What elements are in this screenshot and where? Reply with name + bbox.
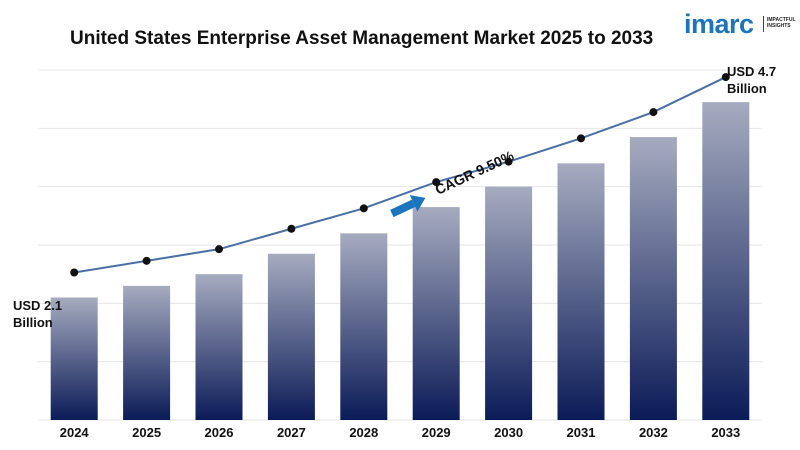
logo-tagline-line-2: INSIGHTS	[767, 23, 791, 29]
cagr-arrow-icon	[390, 195, 426, 218]
x-tick-label: 2025	[132, 425, 161, 440]
trend-marker-2024	[70, 268, 79, 277]
bar-2033	[702, 102, 750, 420]
bar-2026	[195, 274, 243, 420]
end-value-annotation: USD 4.7 Billion	[727, 63, 776, 97]
bar-2031	[557, 163, 605, 421]
imarc-logo: imarc IMPACTFUL INSIGHTS	[684, 9, 796, 40]
x-tick-label: 2026	[205, 425, 234, 440]
logo-divider	[763, 16, 764, 32]
chart-title: United States Enterprise Asset Managemen…	[70, 28, 654, 49]
bar-2030	[485, 186, 533, 420]
logo-wordmark: imarc	[684, 9, 754, 39]
trend-marker-2027	[287, 224, 296, 233]
trend-line	[70, 73, 730, 277]
x-axis-labels: 2024 2025 2026 2027 2028 2029 2030 2031 2032 2033	[60, 425, 741, 440]
trend-marker-2029	[432, 178, 441, 187]
trend-marker-2032	[649, 108, 658, 117]
x-tick-label: 2031	[567, 425, 596, 440]
trend-marker-2033	[721, 73, 730, 82]
logo-tagline: IMPACTFUL INSIGHTS	[767, 17, 796, 29]
bar-2028	[340, 233, 388, 420]
end-value-line-1: USD 4.7	[727, 64, 777, 79]
x-tick-label: 2027	[277, 425, 306, 440]
bars	[50, 102, 750, 421]
x-tick-label: 2030	[494, 425, 523, 440]
trend-marker-2031	[577, 134, 585, 143]
bar-2025	[123, 285, 171, 420]
bar-2032	[629, 137, 677, 421]
logo-tagline-line-1: IMPACTFUL	[767, 17, 796, 23]
x-tick-label: 2033	[711, 425, 740, 440]
end-value-line-2: Billion	[727, 81, 767, 96]
start-value-line-1: USD 2.1	[13, 298, 63, 313]
trend-polyline	[74, 76, 727, 274]
trend-marker-2030	[504, 157, 513, 166]
bar-2024	[50, 297, 98, 420]
bar-2029	[412, 207, 460, 420]
x-tick-label: 2032	[639, 425, 668, 440]
start-value-line-2: Billion	[13, 315, 53, 330]
x-tick-label: 2028	[349, 425, 378, 440]
trend-marker-2028	[359, 204, 368, 213]
start-value-annotation: USD 2.1 Billion	[13, 297, 62, 331]
bar-2027	[267, 253, 315, 420]
trend-marker-2025	[142, 256, 151, 265]
x-tick-label: 2024	[60, 425, 90, 440]
x-tick-label: 2029	[422, 425, 451, 440]
trend-marker-2026	[215, 245, 223, 254]
